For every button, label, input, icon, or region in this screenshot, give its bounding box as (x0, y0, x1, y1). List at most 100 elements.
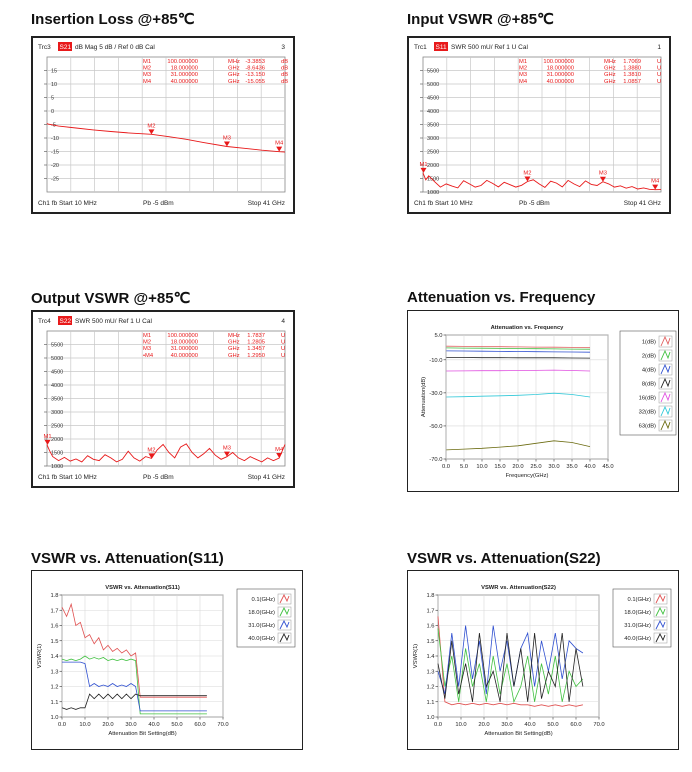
marker-table-cell: U (657, 72, 661, 78)
insertion-loss-chart: Trc3 S21 dB Mag 5 dB / Ref 0 dB Cal 3 15 10 5 0… (38, 42, 288, 207)
marker-table-cell: 100.000000 (167, 59, 198, 65)
series-line-0-1-ghz (61, 602, 207, 698)
marker-m2-triangle (524, 176, 531, 182)
marker-m4-triangle (276, 146, 283, 152)
legend-glyph-18-0-ghz (655, 606, 666, 617)
y-tick-label: 4500 (51, 370, 63, 376)
legend-swatch-1-db (658, 335, 673, 348)
legend-glyph-4-db (660, 363, 671, 375)
x-tick-label: 60.0 (194, 722, 205, 728)
param-badge (58, 316, 72, 325)
series-line-1-db (446, 345, 591, 348)
y-tick-label: -50.0 (429, 424, 442, 430)
marker-table-cell: 31.000000 (171, 346, 198, 352)
y-tick-label: 3500 (427, 123, 439, 129)
vswr-s22-chart: VSWR vs. Attenuation(S22) 0.0 10.0 20.0 30.0… (413, 585, 672, 737)
legend-label-18-0-ghz: 18.0(GHz) (624, 610, 651, 616)
marker-m4-label: M4 (275, 447, 284, 453)
marker-table-cell: 31.000000 (547, 72, 574, 78)
marker-m3-label: M3 (223, 136, 231, 142)
marker-table-cell: 100.000000 (543, 59, 574, 65)
x-tick-label: 40.0 (524, 722, 535, 728)
legend-swatch-40-0-ghz (277, 632, 292, 644)
y-tick-label: 10 (51, 82, 57, 88)
trace-line (46, 443, 286, 463)
marker-table-cell: -15.055 (245, 79, 265, 85)
marker-m3-triangle (223, 141, 230, 147)
legend-label-40-0-ghz: 40.0(GHz) (624, 636, 651, 642)
y-tick-label: -20 (51, 163, 59, 169)
x-tick-label: 45.0 (602, 464, 613, 470)
marker-table-cell: dB (281, 66, 288, 72)
legend-swatch-0-1-ghz (653, 593, 668, 605)
y-tick-label: 2000 (51, 437, 63, 443)
marker-table-cell: U (281, 333, 285, 339)
marker-table-cell: U (281, 346, 285, 352)
marker-m2-triangle (148, 129, 155, 135)
y-tick-label: 5000 (51, 356, 63, 362)
legend-label-8-db: 8(dB) (642, 382, 656, 388)
marker-table-cell: dB (281, 59, 288, 65)
plot-vswr-s11: VSWR vs. Attenuation(S11) 0.0 10.0 20.0 30.0… (31, 570, 303, 750)
legend-label-16-db: 16(dB) (639, 396, 656, 402)
legend-glyph-2-db (660, 349, 671, 361)
vna-screen-output-vswr: Trc4 S22 SWR 500 mU/ Ref 1 U Cal 4 5500 5000 4… (31, 310, 295, 488)
series-line-18-0-ghz (61, 655, 207, 715)
y-tick-label: 1.4 (426, 654, 435, 660)
marker-table-cell: GHz (604, 79, 616, 85)
marker-table-cell: U (657, 59, 661, 65)
legend-glyph-0-1-ghz (279, 593, 290, 604)
y-tick-label: 2500 (427, 150, 439, 156)
marker-table-cell: M2 (519, 66, 527, 72)
marker-table-cell: 40.000000 (171, 79, 198, 85)
x-tick-label: 50.0 (171, 722, 182, 728)
marker-table-cell: 1.2805 (247, 340, 265, 346)
series-line-16-db (446, 369, 591, 372)
x-axis-label: Attenuation Bit Setting(dB) (108, 731, 176, 737)
legend-swatch-18-0-ghz (653, 606, 668, 618)
marker-m3-label: M3 (599, 171, 607, 177)
marker-table-cell: 18.000000 (171, 66, 198, 72)
marker-m3-label: M3 (223, 446, 231, 452)
marker-table-cell: M2 (143, 66, 151, 72)
param-badge (434, 42, 448, 51)
legend-glyph-1-db (660, 335, 671, 347)
marker-table-cell: GHz (228, 79, 240, 85)
y-tick-label: 1.1 (50, 700, 58, 706)
y-tick-label: 5 (51, 96, 54, 102)
x-tick-label: 10.0 (476, 464, 487, 470)
marker-table-cell: M3 (143, 72, 151, 78)
marker-table-cell: 31.000000 (171, 72, 198, 78)
legend-glyph-18-0-ghz (279, 606, 290, 617)
y-tick-label: 2000 (427, 163, 439, 169)
legend-glyph-16-db (660, 391, 671, 403)
x-tick-label: 15.0 (494, 464, 505, 470)
x-tick-label: 10.0 (455, 722, 466, 728)
attenuation-vs-frequency-chart: Attenuation vs. Frequency 0.0 5.0 10.0 15.0 2… (421, 325, 677, 479)
param-badge (58, 42, 72, 51)
y-tick-label: 1.8 (50, 593, 58, 599)
x-tick-label: 30.0 (125, 722, 136, 728)
vna-screen-input-vswr: Trc1 S11 SWR 500 mU/ Ref 1 U Cal 1 5500 5000 4… (407, 36, 671, 214)
param-label: S22 (60, 318, 72, 325)
marker-table-cell: M4 (143, 79, 152, 85)
marker-table-cell: GHz (604, 72, 616, 78)
marker-table-cell: MHz (228, 333, 240, 339)
param-label: S11 (436, 44, 447, 51)
trace-label: Trc1 (414, 44, 427, 51)
y-tick-label: 1.3 (50, 669, 58, 675)
marker-m3-triangle (223, 451, 230, 457)
legend-swatch-8-db (658, 377, 673, 390)
marker-table-cell: 1.7069 (623, 59, 641, 65)
series-line-18-0-ghz (437, 628, 584, 704)
chart-title: Attenuation vs. Frequency (491, 325, 565, 331)
y-tick-label: 1.8 (426, 593, 434, 599)
marker-table-cell: 18.000000 (547, 66, 574, 72)
y-tick-label: 15 (51, 69, 57, 75)
y-tick-label: -25 (51, 177, 59, 183)
marker-table-cell: •M4 (143, 353, 154, 359)
x-tick-label: 20.0 (102, 722, 113, 728)
x-tick-label: 70.0 (593, 722, 604, 728)
marker-m1-triangle (420, 167, 427, 173)
trace-label: Trc3 (38, 44, 51, 51)
